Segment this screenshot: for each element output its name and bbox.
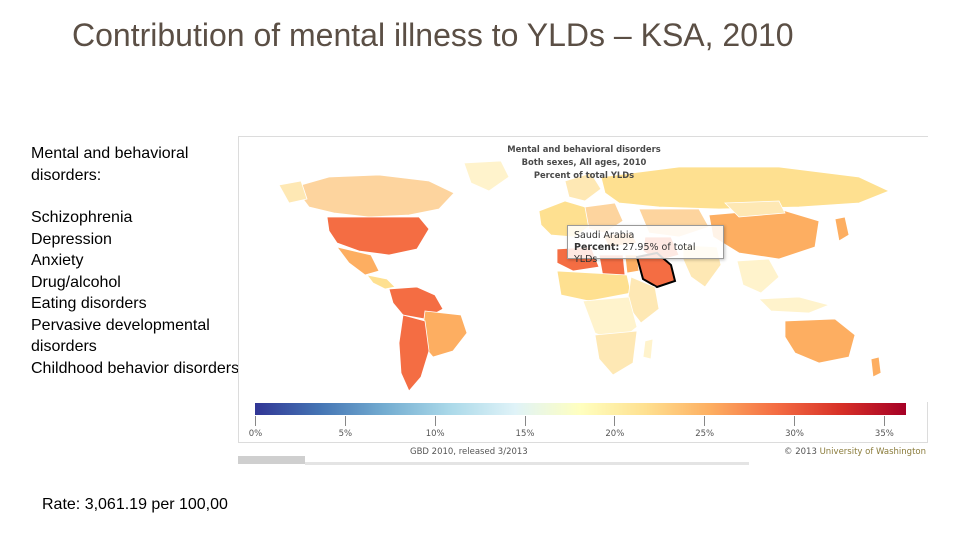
region-mexico: [336, 246, 380, 276]
legend-tick-label: 0%: [248, 429, 263, 439]
disorder-item: Anxiety: [31, 252, 84, 269]
scrollbar-track[interactable]: [305, 462, 749, 465]
tooltip-country: Saudi Arabia: [574, 230, 635, 241]
region-mongolia: [724, 200, 786, 218]
scrollbar-thumb[interactable]: [238, 456, 305, 464]
legend-tick-label: 5%: [338, 429, 353, 439]
legend-tick: [434, 416, 436, 426]
region-alaska: [278, 180, 308, 204]
region-usa: [326, 216, 430, 256]
legend-tick: [883, 416, 885, 426]
region-greenland: [463, 160, 510, 192]
map-measure: Percent of total YLDs: [533, 170, 635, 180]
section-title: Mental and behavioral disorders:: [31, 145, 189, 184]
credit-text: © 2013 University of Washington: [784, 447, 926, 457]
legend-tick-label: 25%: [695, 429, 715, 439]
tooltip-value-row: Percent: 27.95% of total YLDs: [574, 242, 717, 266]
region-southeast-asia: [736, 258, 780, 294]
region-indonesia: [758, 296, 831, 314]
disorder-item: Pervasive developmental disorders: [31, 316, 210, 356]
legend-tick: [524, 416, 526, 426]
disorder-item: Depression: [31, 230, 112, 248]
disorder-item: Childhood behavior disorders: [31, 359, 240, 377]
region-japan: [834, 216, 850, 242]
rate-text: Rate: 3,061.19 per 100,00: [42, 496, 228, 513]
legend-tick: [794, 416, 796, 426]
region-canada: [293, 174, 455, 218]
region-scandinavia: [564, 172, 602, 202]
legend-tick: [344, 416, 346, 426]
slide-title: Contribution of mental illness to YLDs –…: [72, 17, 794, 53]
country-tooltip: Saudi Arabia Percent: 27.95% of total YL…: [567, 225, 724, 265]
tooltip-label: Percent:: [574, 242, 620, 253]
release-text: GBD 2010, released 3/2013: [410, 447, 528, 457]
map-frame: Mental and behavioral disorders Both sex…: [238, 136, 928, 443]
legend-colorbar: [255, 403, 906, 415]
map-title: Mental and behavioral disorders: [507, 144, 661, 154]
credit-org[interactable]: University of Washington: [819, 447, 926, 457]
credit-prefix: © 2013: [784, 447, 817, 457]
map-footer: GBD 2010, released 3/2013 © 2013 Univers…: [238, 444, 928, 460]
map-panel[interactable]: Mental and behavioral disorders Both sex…: [238, 136, 928, 466]
disorder-item: Schizophrenia: [31, 209, 133, 226]
legend-tick-label: 20%: [605, 429, 625, 439]
map-subtitle: Both sexes, All ages, 2010: [521, 157, 647, 167]
region-central-america: [366, 274, 396, 290]
legend-tick-label: 10%: [425, 429, 445, 439]
region-south-america-south: [398, 314, 430, 392]
disorder-list: Mental and behavioral disorders: Schizop…: [31, 143, 246, 379]
region-sahel: [556, 270, 632, 302]
legend-ticks: 0% 5% 10% 15% 20% 25% 30% 35%: [239, 416, 928, 444]
region-madagascar: [642, 338, 654, 360]
legend-tick: [614, 416, 616, 426]
tooltip-value: 27.95% of total YLDs: [574, 242, 696, 265]
disorder-item: Drug/alcohol: [31, 273, 121, 291]
legend-tick-label: 30%: [785, 429, 804, 439]
legend-tick: [255, 416, 256, 426]
region-southern-africa: [594, 330, 638, 376]
region-russia: [600, 166, 891, 210]
legend-tick-label: 15%: [515, 429, 535, 439]
map-heading: Mental and behavioral disorders Both sex…: [239, 143, 928, 182]
region-australia: [784, 318, 856, 364]
legend-tick: [704, 416, 706, 426]
disorder-item: Eating disorders: [31, 295, 147, 312]
legend-tick-label: 35%: [874, 429, 894, 439]
region-new-zealand: [870, 356, 882, 378]
